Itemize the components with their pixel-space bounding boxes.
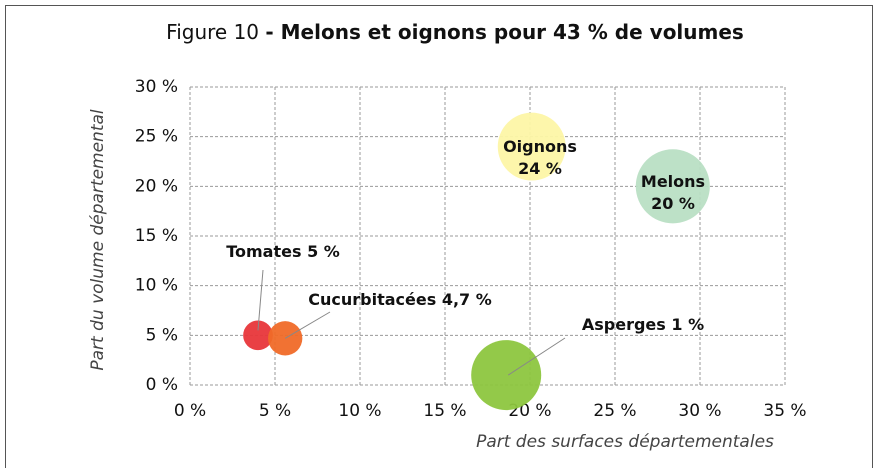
y-tick-label: 25 % (135, 127, 178, 147)
x-axis-title: Part des surfaces départementales (476, 432, 774, 452)
title-part: - Melons et oignons pour 43 % de volumes (265, 20, 743, 44)
x-tick-label: 0 % (174, 401, 206, 421)
data-label: Tomates 5 % (226, 242, 340, 261)
y-tick-label: 5 % (146, 325, 178, 345)
bubble (243, 320, 273, 351)
x-tick-label: 30 % (678, 401, 721, 421)
data-label: Cucurbitacées 4,7 % (308, 290, 492, 309)
value-label: 4,7 % (442, 290, 492, 309)
data-label: Melons 20 % (641, 172, 705, 213)
data-label: Oignons 24 % (503, 137, 577, 178)
bubble (635, 149, 710, 224)
x-tick-label: 15 % (423, 401, 466, 421)
label-name: Oignons (503, 137, 577, 156)
leader-line (284, 311, 331, 339)
y-tick-label: 15 % (135, 226, 178, 246)
data-label: Asperges 1 % (582, 315, 704, 334)
x-tick-label: 25 % (593, 401, 636, 421)
label-name: Cucurbitacées (308, 290, 436, 309)
x-tick-label: 10 % (338, 401, 381, 421)
value-label: 20 % (651, 194, 695, 213)
leader-line (257, 269, 264, 331)
label-name: Tomates (226, 242, 301, 261)
y-tick-label: 30 % (135, 77, 178, 97)
bubble (497, 112, 566, 181)
leader-line (507, 337, 566, 376)
label-name: Asperges (582, 315, 666, 334)
value-label: 1 % (671, 315, 704, 334)
x-tick-label: 35 % (763, 401, 806, 421)
y-tick-label: 20 % (135, 176, 178, 196)
frame (5, 5, 873, 468)
title-part: Figure 10 (166, 20, 259, 44)
bubble (471, 340, 542, 411)
y-tick-label: 0 % (146, 375, 178, 395)
y-tick-label: 10 % (135, 276, 178, 296)
value-label: 5 % (307, 242, 340, 261)
label-name: Melons (641, 172, 705, 191)
value-label: 24 % (518, 159, 562, 178)
y-axis-title: Part du volume départemental (88, 109, 108, 371)
chart-title: Figure 10 - Melons et oignons pour 43 % … (166, 20, 744, 44)
x-tick-label: 5 % (259, 401, 291, 421)
